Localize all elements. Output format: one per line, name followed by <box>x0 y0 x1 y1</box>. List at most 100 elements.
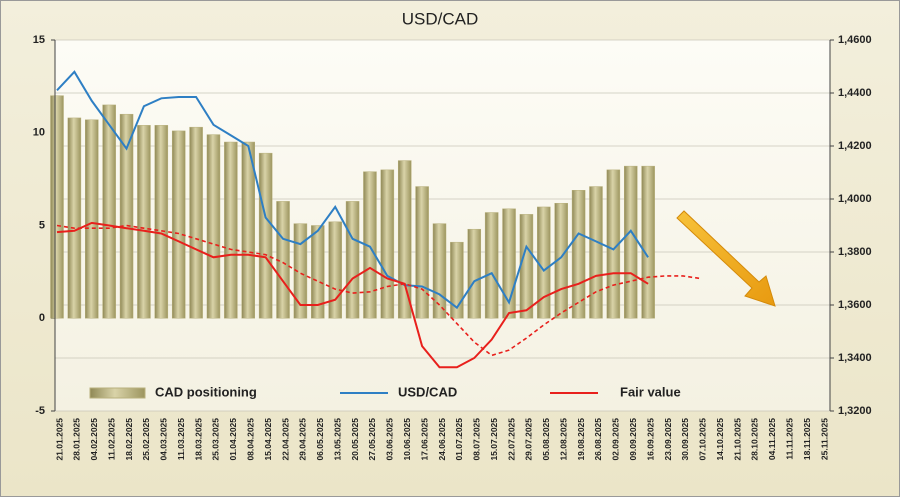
trend-line <box>56 224 701 357</box>
bar <box>241 141 255 319</box>
x-tick-label: 23.09.2025 <box>663 418 673 461</box>
bar <box>415 186 429 319</box>
bar <box>467 228 482 319</box>
bar <box>380 169 395 319</box>
labels: -5 0 5 10 15 1,3200 1,3400 1,3600 1,3800 1,4000 1,… <box>33 34 872 461</box>
x-tick-label: 28.01.2025 <box>72 418 82 461</box>
y-tick-label: 15 <box>33 34 45 46</box>
x-tick-label: 17.06.2025 <box>419 418 429 461</box>
x-tick-label: 21.10.2025 <box>732 418 742 461</box>
x-tick-label: 06.05.2025 <box>315 418 325 461</box>
x-tick-label: 11.11.2025 <box>784 418 794 460</box>
bar <box>67 117 82 319</box>
bar <box>450 241 464 319</box>
line <box>56 70 649 310</box>
y2-tick-label: 1,4400 <box>838 87 872 99</box>
x-tick-label: 18.02.2025 <box>124 418 134 461</box>
x-tick-label: 09.09.2025 <box>628 418 638 461</box>
x-tick-label: 04.02.2025 <box>89 418 99 461</box>
x-tick-label: 22.07.2025 <box>506 418 516 461</box>
y2-tick-label: 1,4600 <box>838 34 872 46</box>
y2-tick-label: 1,3200 <box>838 405 872 417</box>
y2-tick-label: 1,4000 <box>838 193 872 205</box>
bar <box>206 134 221 319</box>
x-tick-label: 26.08.2025 <box>593 418 603 461</box>
y2-tick-label: 1,3800 <box>838 246 872 258</box>
x-tick-label: 25.03.2025 <box>211 418 221 461</box>
x-tick-label: 02.09.2025 <box>611 418 621 461</box>
x-tick-label: 04.03.2025 <box>159 418 169 461</box>
x-tick-label: 18.11.2025 <box>802 418 812 460</box>
bar <box>432 223 447 319</box>
x-tick-label: 12.08.2025 <box>558 418 568 461</box>
lines <box>56 70 701 369</box>
x-tick-label: 10.06.2025 <box>402 418 412 461</box>
x-tick-label: 25.02.2025 <box>141 418 151 461</box>
bar <box>484 212 499 319</box>
line <box>56 221 649 369</box>
x-tick-label: 13.05.2025 <box>332 418 342 461</box>
x-tick-label: 04.11.2025 <box>767 418 777 460</box>
bar <box>171 130 186 319</box>
x-tick-label: 22.04.2025 <box>280 418 290 461</box>
bar <box>345 201 360 319</box>
bar <box>311 225 325 319</box>
bar <box>624 165 638 319</box>
bar <box>571 190 586 319</box>
x-tick-label: 01.04.2025 <box>228 418 238 461</box>
bar <box>224 141 238 319</box>
x-tick-label: 01.07.2025 <box>454 418 464 461</box>
x-tick-label: 24.06.2025 <box>437 418 447 461</box>
bar <box>85 119 99 319</box>
bar <box>589 186 603 319</box>
x-tick-label: 11.03.2025 <box>176 418 186 460</box>
bar <box>137 125 151 319</box>
legend-label: USD/CAD <box>398 384 457 399</box>
bars <box>50 95 655 319</box>
bar <box>293 223 308 319</box>
x-tick-label: 11.02.2025 <box>106 418 116 460</box>
x-tick-label: 29.07.2025 <box>524 418 534 461</box>
x-tick-label: 19.08.2025 <box>576 418 586 461</box>
x-tick-label: 18.03.2025 <box>193 418 203 461</box>
x-tick-label: 08.07.2025 <box>472 418 482 461</box>
legend-swatch <box>89 387 146 399</box>
y2-tick-label: 1,4200 <box>838 140 872 152</box>
legend-label: CAD positioning <box>155 384 257 399</box>
y-tick-label: 0 <box>39 312 45 324</box>
trend-arrow <box>676 210 776 307</box>
bar <box>641 165 655 319</box>
x-tick-label: 25.11.2025 <box>819 418 829 460</box>
x-tick-label: 27.05.2025 <box>367 418 377 461</box>
bar <box>397 160 412 319</box>
x-tick-label: 16.09.2025 <box>645 418 655 461</box>
bar <box>154 125 169 319</box>
legend: CAD positioning USD/CAD Fair value <box>89 384 681 399</box>
legend-label: Fair value <box>620 384 681 399</box>
x-tick-label: 05.08.2025 <box>541 418 551 461</box>
y2-tick-label: 1,3600 <box>838 299 872 311</box>
y-tick-label: 10 <box>33 127 45 139</box>
bar <box>102 104 116 319</box>
x-tick-label: 08.04.2025 <box>246 418 256 461</box>
x-tick-label: 07.10.2025 <box>698 418 708 461</box>
bar <box>189 126 203 319</box>
y-tick-label: -5 <box>35 405 45 417</box>
x-tick-label: 29.04.2025 <box>298 418 308 461</box>
chart-title: USD/CAD <box>402 9 479 28</box>
y-tick-label: 5 <box>39 219 45 231</box>
bar <box>258 152 273 319</box>
x-tick-label: 15.07.2025 <box>489 418 499 461</box>
x-tick-label: 28.10.2025 <box>750 418 760 461</box>
bar <box>363 171 377 319</box>
bar <box>606 169 621 319</box>
x-tick-label: 15.04.2025 <box>263 418 273 461</box>
y2-tick-label: 1,3400 <box>838 352 872 364</box>
bar <box>328 221 342 319</box>
bar <box>519 214 534 319</box>
bar <box>119 113 134 319</box>
x-tick-label: 03.06.2025 <box>385 418 395 461</box>
x-tick-label: 21.01.2025 <box>54 418 64 461</box>
